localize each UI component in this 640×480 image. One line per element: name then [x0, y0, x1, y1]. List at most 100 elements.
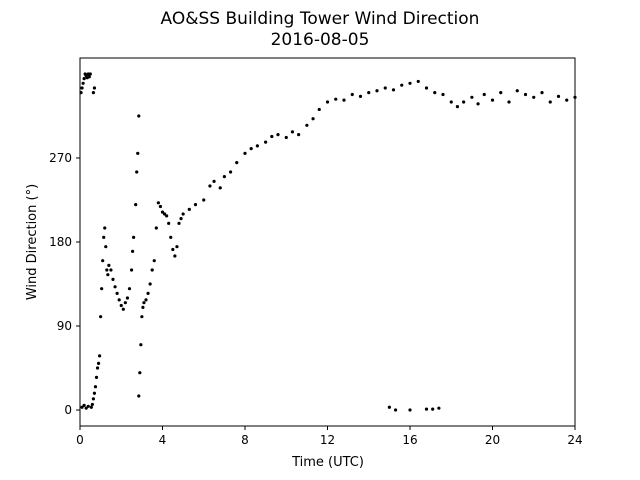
data-point — [424, 407, 429, 411]
data-point — [100, 287, 104, 291]
x-tick-label: 12 — [320, 433, 335, 447]
data-point — [218, 186, 222, 190]
data-point — [101, 259, 105, 263]
data-point — [121, 307, 125, 311]
data-point — [80, 405, 84, 409]
data-point — [284, 135, 288, 140]
data-point — [431, 407, 435, 411]
data-point — [325, 100, 330, 104]
data-point — [135, 170, 139, 174]
data-point — [154, 226, 158, 230]
y-tick-label: 0 — [64, 403, 72, 417]
data-point — [441, 92, 445, 97]
data-point — [202, 198, 206, 202]
data-point — [141, 305, 145, 309]
y-axis-label: Wind Direction (°) — [25, 184, 40, 300]
data-point — [437, 406, 441, 410]
data-point — [111, 277, 115, 281]
data-point — [317, 107, 321, 112]
plot-area — [79, 72, 577, 412]
data-point — [132, 235, 136, 239]
data-point — [499, 91, 503, 95]
y-tick-label: 270 — [49, 151, 72, 165]
data-point — [358, 94, 363, 98]
data-point — [424, 86, 429, 90]
data-point — [140, 315, 144, 319]
data-point — [350, 92, 354, 97]
data-point — [305, 123, 309, 127]
data-point — [173, 254, 177, 258]
data-point — [367, 91, 371, 95]
data-point — [193, 203, 198, 207]
data-point — [91, 91, 96, 95]
data-point — [90, 402, 94, 407]
data-point — [94, 375, 99, 379]
data-point — [235, 161, 239, 165]
data-point — [86, 404, 90, 408]
data-point — [92, 391, 97, 395]
data-point — [433, 91, 437, 95]
data-point — [89, 405, 93, 409]
data-point — [148, 282, 152, 286]
data-point — [311, 117, 315, 121]
data-point — [548, 100, 552, 104]
data-point — [162, 212, 167, 216]
data-point — [104, 245, 108, 249]
data-point — [515, 89, 519, 93]
data-point — [490, 98, 495, 102]
data-point — [87, 75, 91, 79]
data-point — [156, 201, 160, 205]
data-point — [99, 315, 103, 319]
data-point — [212, 179, 216, 183]
data-point — [96, 361, 101, 365]
data-point — [181, 212, 185, 216]
data-point — [139, 343, 143, 347]
data-point — [565, 98, 569, 102]
data-point — [276, 133, 280, 137]
data-point — [88, 72, 92, 76]
x-tick-label: 0 — [76, 433, 84, 447]
data-point — [107, 263, 111, 267]
data-point — [160, 210, 165, 214]
data-point — [92, 86, 97, 90]
data-point — [158, 204, 163, 209]
data-point — [82, 403, 86, 407]
data-point — [383, 86, 387, 90]
x-tick-label: 24 — [567, 433, 582, 447]
data-point — [482, 92, 486, 97]
x-tick-label: 20 — [485, 433, 500, 447]
data-point — [95, 366, 100, 370]
data-point — [264, 140, 268, 144]
data-point — [391, 88, 396, 92]
data-point — [476, 102, 480, 106]
data-point — [393, 408, 398, 412]
data-point — [150, 268, 154, 272]
data-point — [187, 207, 191, 211]
data-point — [208, 184, 212, 188]
data-point — [165, 214, 169, 218]
data-point — [228, 170, 233, 174]
data-point — [102, 235, 106, 239]
data-point — [130, 249, 135, 253]
data-point — [146, 291, 150, 295]
data-point — [375, 89, 379, 93]
data-point — [416, 79, 420, 84]
data-point — [462, 100, 466, 104]
data-point — [91, 397, 96, 401]
data-point — [540, 91, 544, 95]
data-point — [455, 105, 460, 109]
data-point — [119, 303, 123, 308]
data-point — [81, 81, 85, 85]
data-point — [177, 221, 181, 225]
data-point — [93, 385, 98, 389]
data-point — [138, 371, 142, 375]
data-point — [408, 408, 412, 412]
data-point — [106, 273, 110, 277]
data-point — [136, 151, 140, 155]
data-point — [84, 406, 88, 410]
data-point — [103, 226, 107, 230]
data-point — [152, 259, 156, 263]
data-point — [167, 221, 171, 225]
data-point — [249, 147, 253, 151]
